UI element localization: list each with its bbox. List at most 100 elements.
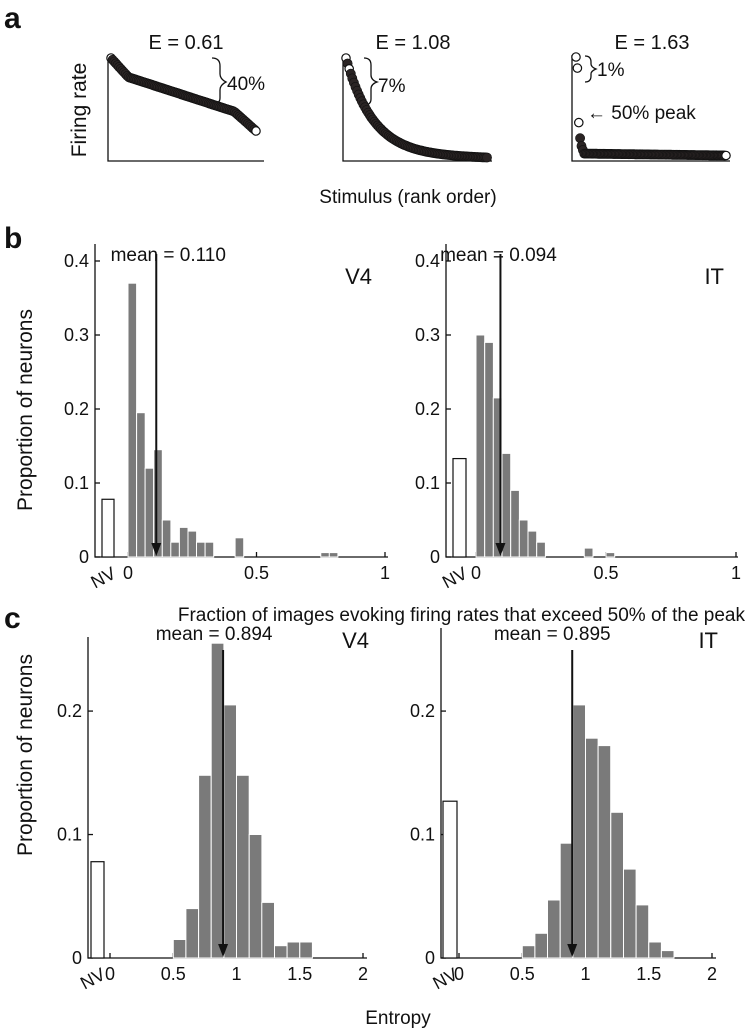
y-tick-label: 0.1 bbox=[415, 473, 440, 493]
curve-point bbox=[721, 150, 731, 161]
nv-label: NV bbox=[439, 563, 470, 592]
histogram-bar bbox=[501, 452, 512, 558]
x-tick-label: 1 bbox=[731, 563, 741, 583]
panel-b-xlabel: Fraction of images evoking firing rates … bbox=[178, 605, 746, 626]
example-1-curve bbox=[106, 53, 261, 136]
example-1-title: E = 0.61 bbox=[148, 32, 223, 54]
histogram-bar bbox=[178, 526, 189, 558]
x-tick-label: 2 bbox=[707, 964, 717, 984]
histogram-bar bbox=[185, 908, 200, 959]
y-tick-label: 0.4 bbox=[64, 251, 89, 271]
y-tick-label: 0.1 bbox=[57, 825, 82, 845]
example-1-brace bbox=[211, 57, 228, 105]
histogram-bar bbox=[585, 737, 599, 959]
y-tick-label: 0 bbox=[425, 948, 435, 968]
curve-point bbox=[482, 152, 492, 163]
x-tick-label: 1.5 bbox=[287, 964, 312, 984]
histogram-bar bbox=[534, 932, 549, 959]
histogram-bar bbox=[328, 552, 339, 558]
nv-bar bbox=[101, 498, 115, 558]
histogram-bar bbox=[484, 341, 494, 558]
mean-label: mean = 0.110 bbox=[111, 245, 226, 266]
example-3-annotation-2: ← 50% peak bbox=[587, 103, 696, 124]
histogram-bar bbox=[136, 412, 146, 558]
region-label: V4 bbox=[345, 264, 372, 289]
histogram-bar bbox=[248, 834, 263, 959]
curve-point bbox=[572, 63, 583, 73]
histogram-bar bbox=[475, 334, 486, 558]
region-label: IT bbox=[698, 628, 718, 653]
mean-label: mean = 0.895 bbox=[494, 624, 611, 645]
x-tick-label: 1 bbox=[380, 563, 390, 583]
histogram-bar bbox=[547, 899, 561, 959]
panel-a-axes-2 bbox=[342, 55, 492, 162]
x-tick-label: 0.5 bbox=[510, 964, 535, 984]
x-tick-label: 0 bbox=[471, 563, 481, 583]
x-tick-label: 0 bbox=[454, 964, 464, 984]
x-tick-label: 1 bbox=[231, 964, 241, 984]
panel-c-xlabel: Entropy bbox=[365, 1008, 431, 1029]
y-tick-label: 0 bbox=[79, 547, 89, 567]
mean-arrow-head bbox=[218, 944, 229, 957]
x-tick-label: 0.5 bbox=[161, 964, 186, 984]
panel-b-v4: 0 0.1 0.2 0.3 0.4 0 0.5 1 NV mean = 0.110 V4 bbox=[64, 244, 390, 592]
y-tick-label: 0.2 bbox=[57, 701, 82, 721]
mean-label: mean = 0.894 bbox=[156, 624, 273, 645]
histogram-bar bbox=[648, 941, 662, 959]
x-tick-label: 1 bbox=[580, 964, 590, 984]
y-tick-label: 0.2 bbox=[64, 399, 89, 419]
x-tick-label: 0.5 bbox=[244, 563, 269, 583]
x-tick-label: 0.5 bbox=[593, 563, 618, 583]
histogram-bar bbox=[583, 547, 594, 558]
y-tick-label: 0.2 bbox=[410, 701, 435, 721]
mean-arrow-head bbox=[495, 543, 506, 556]
y-tick-label: 0.1 bbox=[410, 825, 435, 845]
histogram-bar bbox=[518, 519, 529, 558]
y-tick-label: 0.4 bbox=[415, 251, 440, 271]
panel-b-ylabel: Proportion of neurons bbox=[14, 309, 37, 511]
example-2-annotation: 7% bbox=[378, 76, 406, 97]
histogram-bar bbox=[660, 950, 675, 959]
histogram-bar bbox=[536, 541, 546, 558]
x-tick-label: 1.5 bbox=[636, 964, 661, 984]
histogram-bar bbox=[527, 530, 538, 558]
histogram-bar bbox=[597, 745, 612, 959]
nv-label: NV bbox=[77, 964, 108, 993]
y-tick-label: 0 bbox=[430, 547, 440, 567]
histogram-bar bbox=[510, 489, 520, 558]
example-1-annotation: 40% bbox=[227, 74, 265, 95]
panel-letter-c: c bbox=[4, 602, 21, 635]
histogram-bar bbox=[605, 552, 616, 558]
histogram-bar bbox=[153, 449, 163, 558]
histogram-bar bbox=[204, 541, 215, 558]
histogram-bar bbox=[127, 282, 138, 558]
region-label: IT bbox=[704, 264, 724, 289]
histogram-bar bbox=[210, 642, 225, 959]
panel-a-example-3: E = 1.63 1% ← 50% peak bbox=[571, 32, 731, 162]
histogram-bar bbox=[198, 774, 212, 959]
histogram-bar bbox=[320, 552, 330, 558]
histogram-bar bbox=[521, 945, 536, 959]
histogram-bar bbox=[559, 842, 574, 959]
histogram-bar bbox=[234, 537, 245, 558]
histogram-bar bbox=[170, 541, 180, 558]
panel-a-example-1: E = 0.61 40% bbox=[106, 32, 265, 162]
nv-label: NV bbox=[87, 563, 118, 592]
curve-point bbox=[573, 117, 584, 128]
panel-a-ylabel: Firing rate bbox=[68, 63, 91, 158]
mean-arrow-head bbox=[151, 543, 162, 556]
curve-point bbox=[571, 52, 581, 62]
histogram-bar bbox=[161, 519, 172, 558]
histogram-bar bbox=[572, 704, 587, 959]
histogram-bar bbox=[623, 868, 637, 959]
panel-a-axes-1 bbox=[107, 55, 264, 162]
histogram-bar bbox=[187, 530, 198, 558]
example-3-brace bbox=[584, 55, 598, 83]
panel-a-example-2: E = 1.08 7% bbox=[341, 32, 492, 163]
panel-letter-b: b bbox=[4, 222, 22, 255]
y-tick-label: 0.1 bbox=[64, 473, 89, 493]
example-2-curve bbox=[341, 53, 492, 163]
example-3-curve bbox=[571, 52, 731, 161]
